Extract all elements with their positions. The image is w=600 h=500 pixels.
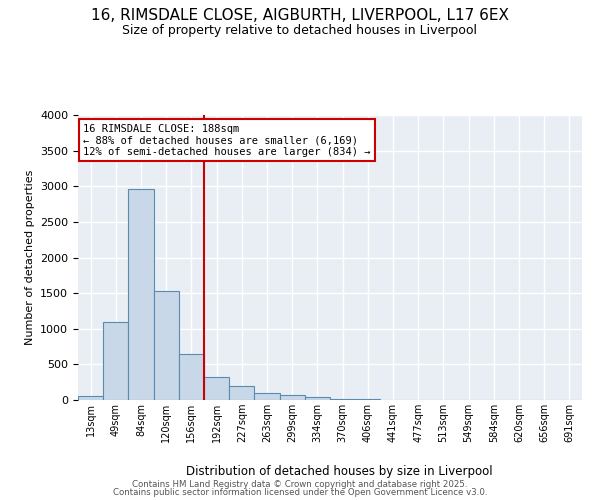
- Bar: [280, 395, 305, 400]
- Bar: [154, 291, 179, 400]
- Bar: [179, 354, 204, 400]
- Text: 16 RIMSDALE CLOSE: 188sqm
← 88% of detached houses are smaller (6,169)
12% of se: 16 RIMSDALE CLOSE: 188sqm ← 88% of detac…: [83, 124, 371, 157]
- Bar: [305, 397, 330, 400]
- Bar: [229, 386, 254, 400]
- Text: Contains public sector information licensed under the Open Government Licence v3: Contains public sector information licen…: [113, 488, 487, 497]
- Bar: [128, 189, 154, 400]
- Bar: [330, 398, 355, 400]
- Text: Contains HM Land Registry data © Crown copyright and database right 2025.: Contains HM Land Registry data © Crown c…: [132, 480, 468, 489]
- Bar: [78, 396, 103, 400]
- Text: Size of property relative to detached houses in Liverpool: Size of property relative to detached ho…: [122, 24, 478, 37]
- Bar: [254, 393, 280, 400]
- Text: 16, RIMSDALE CLOSE, AIGBURTH, LIVERPOOL, L17 6EX: 16, RIMSDALE CLOSE, AIGBURTH, LIVERPOOL,…: [91, 8, 509, 22]
- Text: Distribution of detached houses by size in Liverpool: Distribution of detached houses by size …: [185, 464, 493, 477]
- Bar: [204, 377, 229, 400]
- Y-axis label: Number of detached properties: Number of detached properties: [25, 170, 35, 345]
- Bar: [103, 322, 128, 400]
